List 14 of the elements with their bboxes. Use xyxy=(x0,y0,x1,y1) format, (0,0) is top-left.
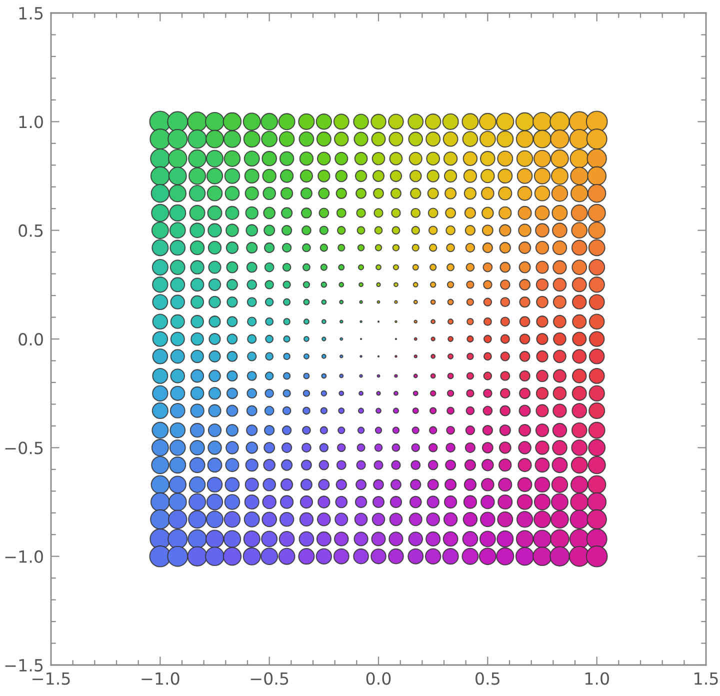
y-tick-label: 1.5 xyxy=(19,7,43,20)
y-tick-label: 0.0 xyxy=(18,332,43,346)
x-tick-label: 1.5 xyxy=(694,672,718,685)
x-tick-label: 1.0 xyxy=(585,672,609,685)
x-tick-label: −1.5 xyxy=(32,672,70,685)
y-tick-label: −1.0 xyxy=(5,550,43,563)
x-tick-label: −1.0 xyxy=(142,672,180,685)
y-tick-label: −0.5 xyxy=(5,442,43,454)
y-tick-label: 1.0 xyxy=(19,116,43,128)
x-tick-label: −0.5 xyxy=(250,672,288,685)
x-tick-label: 0.0 xyxy=(366,672,391,685)
y-tick-label: −1.5 xyxy=(5,659,43,672)
x-tick-label: 0.5 xyxy=(476,672,500,685)
y-tick-label: 0.5 xyxy=(18,224,43,237)
